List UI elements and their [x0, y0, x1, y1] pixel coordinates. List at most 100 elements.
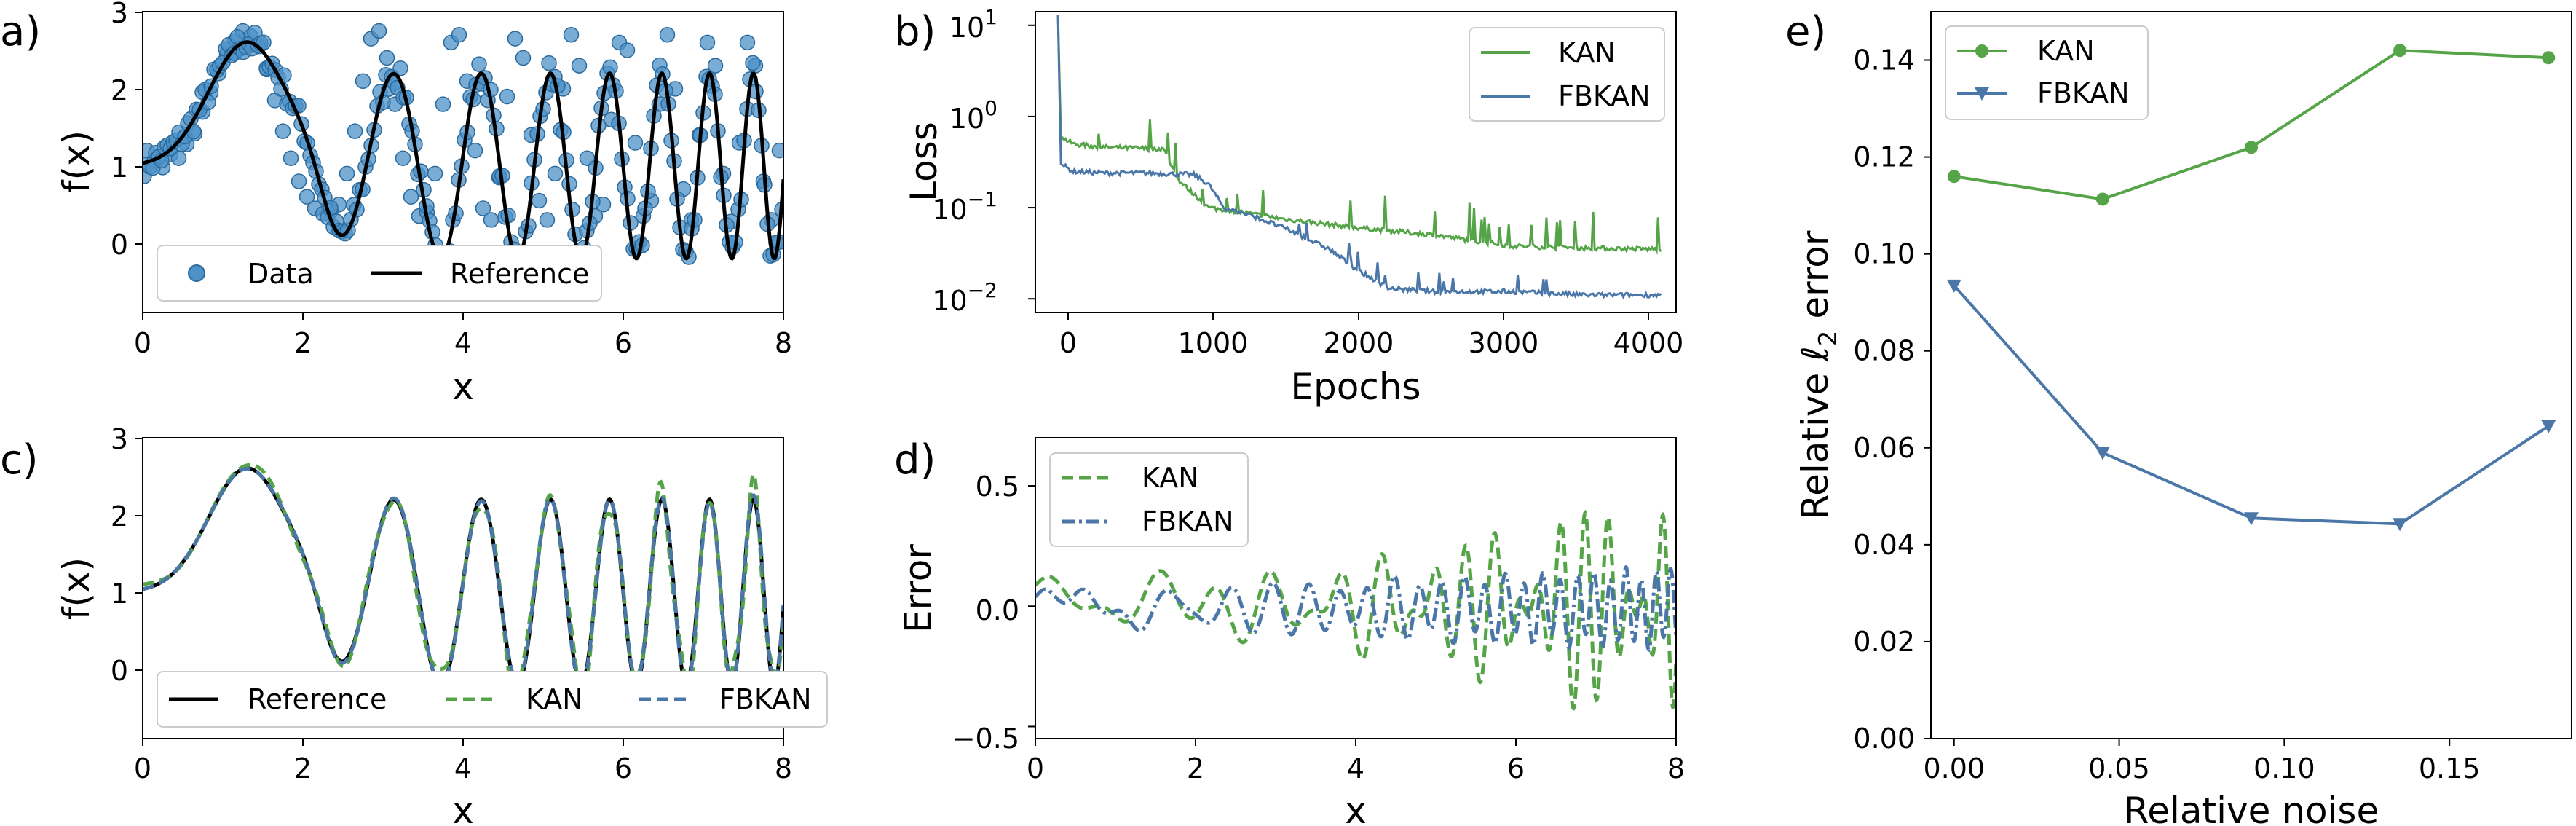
panel-d-plot-area [1035, 509, 1676, 711]
legend-label-reference: Reference [450, 258, 589, 290]
panel-e-ytick: 0.00 [1853, 723, 1915, 755]
panel-e-frame [1930, 11, 2572, 739]
fbkan-line [143, 466, 783, 690]
panel-e-ytick: 0.08 [1853, 335, 1915, 367]
panel-c-ytick: 3 [111, 423, 128, 455]
legend-label-kan: KAN [1558, 36, 1616, 68]
panel-b-xtick: 1000 [1178, 327, 1249, 359]
kan-error-line [1035, 509, 1676, 711]
panel-d-label: d) [894, 436, 936, 484]
data-point [379, 50, 395, 66]
panel-c-xtick: 4 [454, 752, 472, 784]
data-point [475, 200, 491, 216]
panel-c-ylabel: f(x) [55, 557, 98, 620]
panel-a-xtick: 0 [134, 327, 151, 359]
panel-a-xtick: 6 [615, 327, 632, 359]
panel-b-label: b) [894, 8, 936, 55]
data-point [571, 58, 588, 74]
data-point [471, 56, 487, 72]
fbkan-error-line [1035, 564, 1676, 653]
panel-a: a) 0 2 4 6 8 0 1 2 3 x f(x) Data Referen… [0, 0, 792, 408]
legend-marker-data [188, 264, 205, 282]
legend-label-kan: KAN [2037, 35, 2095, 67]
panel-d-xtick: 8 [1667, 752, 1685, 784]
panel-a-legend: Data Reference [157, 245, 602, 302]
panel-e-xticks: 0.00 0.05 0.10 0.15 [1923, 739, 2480, 784]
reference-line [143, 40, 783, 261]
panel-e-legend: KAN FBKAN [1945, 25, 2149, 120]
panel-c-legend: Reference KAN FBKAN [157, 671, 828, 728]
data-point [395, 150, 411, 166]
panel-b-ytick: 10−1 [932, 187, 997, 226]
panel-c-xlabel: x [452, 790, 474, 826]
panel-b-xticks: 0 1000 2000 3000 4000 [1028, 24, 1684, 359]
panel-e-ytick: 0.04 [1853, 529, 1915, 561]
series-line-fbkan [1953, 284, 2550, 526]
panel-b-xtick: 4000 [1613, 327, 1684, 359]
panel-d: d) 0 2 4 6 8 −0.5 0.0 0.5 x Error KAN FB… [894, 436, 1685, 826]
panel-e-ytick: 0.12 [1853, 141, 1915, 173]
panel-b-ytick: 10−2 [932, 278, 997, 317]
legend-label-fbkan: FBKAN [1142, 506, 1234, 538]
panel-e-xtick: 0.05 [2088, 752, 2150, 784]
data-point [531, 192, 548, 209]
data-point [627, 135, 644, 151]
panel-e: e) 0.00 0.05 0.10 0.15 0.00 0.02 0.04 0.06 0.08… [1785, 8, 2572, 826]
data-point [435, 96, 451, 112]
data-point [291, 173, 307, 189]
data-point [507, 31, 524, 47]
panel-b-plot-area [1056, 15, 1662, 300]
panel-c-ytick: 1 [111, 578, 128, 610]
panel-c-plot-area [143, 463, 783, 703]
data-point [467, 142, 483, 159]
legend-label-fbkan: FBKAN [2037, 77, 2130, 109]
panel-c-ytick: 0 [111, 655, 128, 687]
data-point [539, 212, 556, 228]
panel-e-ytick: 0.02 [1853, 626, 1915, 658]
panel-d-yticks: −0.5 0.0 0.5 [952, 471, 1019, 755]
panel-b: b) 0 1000 2000 3000 4000 10−2 10−1 100 1… [894, 5, 1683, 408]
data-point-kan [1947, 170, 1961, 184]
panel-a-xtick: 4 [454, 327, 472, 359]
loss-line-kan [1056, 15, 1662, 255]
data-point-kan [2542, 51, 2556, 65]
data-point [515, 50, 532, 66]
panel-d-ytick: 0.0 [976, 594, 1019, 626]
panel-a-yticks: 0 1 2 3 [111, 0, 128, 261]
panel-d-xlabel: x [1345, 790, 1367, 826]
data-point-kan [2393, 44, 2407, 58]
data-point [283, 150, 299, 166]
legend-label-kan: KAN [526, 683, 583, 715]
panel-e-plot-area [1946, 44, 2556, 532]
data-point [483, 212, 499, 228]
panel-d-ytick: 0.5 [976, 471, 1019, 503]
data-point [256, 34, 272, 50]
panel-c: c) 0 2 4 6 8 0 1 2 3 x f(x) Reference KA… [0, 423, 828, 826]
data-point [541, 55, 557, 71]
panel-b-ylabel: Loss [903, 122, 945, 202]
panel-b-xtick: 2000 [1324, 327, 1394, 359]
panel-c-xtick: 2 [294, 752, 312, 784]
data-point [547, 165, 564, 182]
panel-e-xlabel: Relative noise [2124, 790, 2379, 826]
panel-b-frame [1035, 11, 1677, 313]
data-point [427, 165, 443, 182]
panel-c-ytick: 2 [111, 500, 128, 532]
data-point [659, 27, 676, 43]
panel-c-yticks: 0 1 2 3 [111, 423, 128, 687]
data-point [771, 142, 783, 159]
panel-a-ytick: 3 [111, 0, 128, 29]
panel-d-xtick: 4 [1347, 752, 1364, 784]
data-point [619, 42, 636, 58]
data-point [392, 60, 408, 76]
panel-e-xtick: 0.10 [2253, 752, 2315, 784]
data-point-fbkan [2095, 447, 2110, 460]
legend-label-fbkan: FBKAN [719, 683, 812, 715]
data-point [745, 55, 761, 71]
panel-a-xtick: 8 [775, 327, 792, 359]
panel-a-xtick: 2 [294, 327, 312, 359]
data-point [274, 123, 291, 139]
panel-c-xtick: 0 [134, 752, 151, 784]
panel-a-ylabel: f(x) [55, 130, 98, 193]
panel-b-ytick: 101 [949, 5, 997, 44]
